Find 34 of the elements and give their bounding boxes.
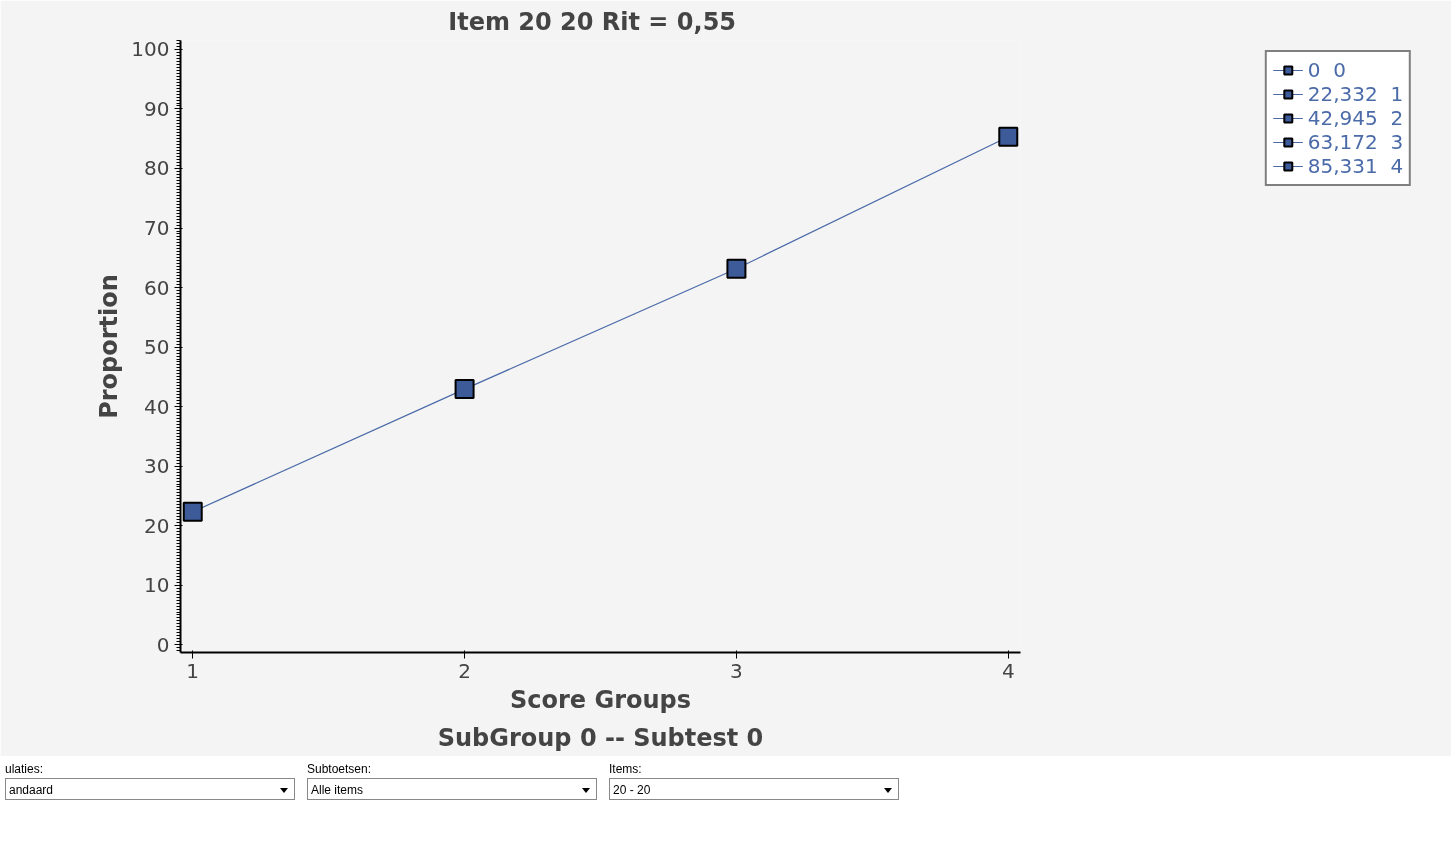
x-tick-label: 1	[186, 658, 200, 683]
y-tick-label: 60	[144, 275, 170, 300]
y-tick-label: 100	[131, 37, 170, 62]
x-axis-title: Score Groups	[509, 685, 692, 714]
y-tick-label: 50	[144, 335, 170, 360]
y-tick-label: 20	[144, 513, 170, 538]
x-tick-label: 4	[1001, 658, 1015, 683]
point	[182, 501, 203, 522]
point	[454, 379, 475, 400]
x-tick-label: 2	[458, 658, 471, 683]
legend-label: 42,945 2	[1307, 106, 1404, 130]
text: 20 - 20	[613, 782, 651, 800]
chart-title: Item 20 20 Rit = 0,55	[448, 7, 737, 36]
text: Items:	[609, 761, 643, 778]
legend-label: 63,172 3	[1307, 130, 1404, 154]
text: ulaties:	[5, 761, 45, 778]
y-tick-label: 70	[144, 216, 170, 241]
text: Alle items	[311, 782, 364, 800]
point	[726, 258, 747, 279]
y-tick-label: 80	[144, 156, 170, 181]
y-tick-label: 40	[144, 394, 170, 419]
y-tick-label: 90	[144, 96, 170, 121]
legend-label: 0 0	[1307, 58, 1346, 82]
point	[998, 126, 1019, 147]
legend-label: 22,332 1	[1307, 82, 1404, 106]
y-tick-label: 10	[144, 573, 170, 598]
y-axis-title: Proportion	[95, 274, 124, 419]
text: andaard	[9, 782, 54, 800]
y-tick-label: 30	[144, 454, 170, 479]
y-tick-label: 0	[156, 632, 170, 657]
text: SubGroup 0 -- Subtest 0	[437, 723, 764, 752]
legend-label: 85,331 4	[1307, 154, 1404, 178]
x-tick-label: 3	[730, 658, 743, 683]
text: Subtoetsen:	[307, 761, 373, 778]
